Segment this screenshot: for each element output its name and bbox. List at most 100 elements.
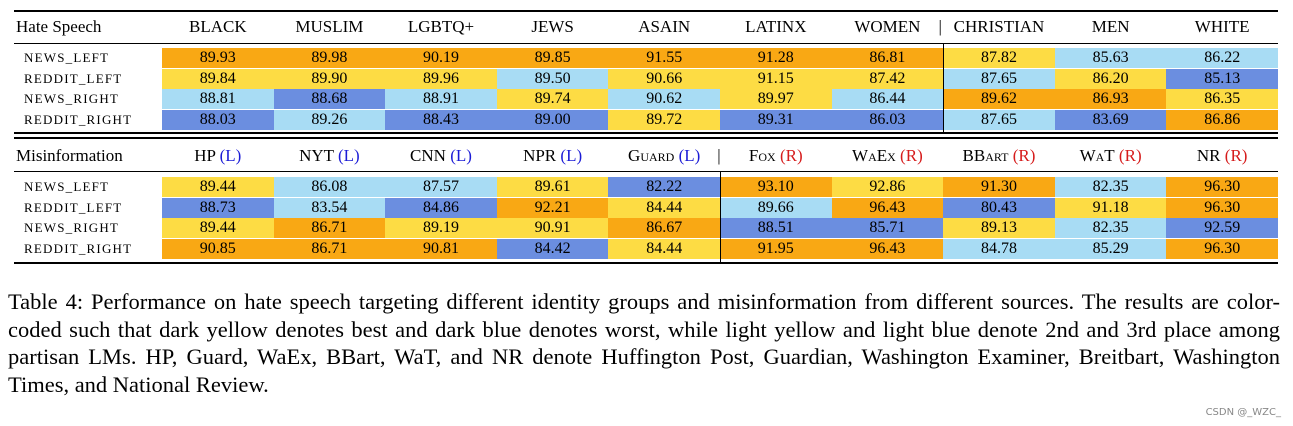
value-cell: 93.10 — [720, 177, 832, 197]
value-cell: 92.21 — [496, 197, 609, 218]
misinfo-table-row: NEWS_LEFT 89.44 86.08 87.57 89.61 82.22 93.10 9… — [14, 177, 1278, 197]
value-cell: 96.30 — [1166, 238, 1278, 259]
mid-rule-2 — [14, 137, 1278, 139]
hate-col-header: MUSLIM — [295, 17, 364, 36]
row-label: REDDIT_LEFT — [24, 199, 123, 215]
value-cell: 96.43 — [831, 238, 944, 259]
source-name: CNN — [410, 146, 446, 165]
group-separator — [720, 172, 721, 262]
source-lean: (R) — [895, 146, 923, 165]
source-lean: (R) — [775, 146, 803, 165]
misinfo-table-row: REDDIT_RIGHT 90.85 86.71 90.81 84.42 84.44 91.… — [14, 238, 1278, 259]
value-cell: 89.31 — [720, 109, 832, 130]
hate-table-row: REDDIT_RIGHT 88.03 89.26 88.43 89.00 89.72 89.… — [14, 109, 1278, 130]
value-cell: 87.82 — [943, 48, 1055, 68]
value-cell: 84.44 — [608, 197, 720, 218]
hate-table-row: NEWS_RIGHT 88.81 88.68 88.91 89.74 90.62 89.97… — [14, 89, 1278, 109]
value-cell: 92.59 — [1166, 218, 1278, 238]
value-cell: 91.28 — [720, 48, 832, 68]
row-label: REDDIT_LEFT — [24, 70, 123, 86]
source-lean: (L) — [556, 146, 583, 165]
value-cell: 89.84 — [162, 68, 274, 89]
hate-col-header: LGBTQ+ — [407, 17, 475, 36]
hate-col-header: WOMEN — [854, 17, 921, 36]
hate-col-header: ASAIN — [638, 17, 691, 36]
hate-col-header: MEN — [1091, 17, 1130, 36]
misinfo-table-row: NEWS_RIGHT 89.44 86.71 89.19 90.91 86.67 88.51… — [14, 218, 1278, 238]
results-table: Hate Speech BLACK MUSLIM LGBTQ+ JEWS ASAIN LA… — [14, 10, 1278, 272]
value-cell: 85.63 — [1054, 48, 1167, 68]
misinformation-title: Misinformation — [16, 146, 123, 165]
value-cell: 89.74 — [496, 89, 609, 109]
row-label: NEWS_LEFT — [24, 50, 110, 65]
value-cell: 84.86 — [385, 197, 497, 218]
value-cell: 89.13 — [943, 218, 1055, 238]
source-name: HP — [194, 146, 216, 165]
value-cell: 91.95 — [720, 238, 832, 259]
value-cell: 86.35 — [1166, 89, 1278, 109]
source-lean: (R) — [1008, 146, 1036, 165]
value-cell: 82.35 — [1054, 177, 1167, 197]
hate-col-header: CHRISTIAN — [953, 17, 1045, 36]
source-name: NPR — [523, 146, 557, 165]
value-cell: 89.19 — [385, 218, 497, 238]
value-cell: 86.08 — [273, 177, 386, 197]
value-cell: 89.00 — [496, 109, 609, 130]
source-lean: (L) — [333, 146, 360, 165]
hate-col-header: WHITE — [1194, 17, 1250, 36]
value-cell: 86.71 — [273, 238, 386, 259]
value-cell: 89.26 — [273, 109, 386, 130]
misinfo-col-header: WaT (R) — [1055, 144, 1167, 168]
misinfo-col-header: WaEx (R) — [832, 144, 944, 168]
hate-col-header: JEWS — [531, 17, 574, 36]
hate-col-header: BLACK — [188, 17, 247, 36]
hate-table-row: NEWS_LEFT 89.93 89.98 90.19 89.85 91.55 91.28 8… — [14, 48, 1278, 68]
source-name: Fox — [748, 146, 776, 165]
row-label: REDDIT_RIGHT — [24, 240, 133, 256]
value-cell: 82.22 — [608, 177, 720, 197]
group-separator — [943, 44, 945, 132]
value-cell: 88.68 — [273, 89, 386, 109]
value-cell: 88.51 — [720, 218, 832, 238]
top-rule — [14, 10, 1278, 12]
value-cell: 80.43 — [943, 197, 1055, 218]
value-cell: 86.20 — [1054, 68, 1167, 89]
value-cell: 86.86 — [1166, 109, 1278, 130]
row-label: NEWS_RIGHT — [24, 91, 120, 106]
hate-header-rule — [14, 43, 1278, 44]
value-cell: 90.66 — [608, 68, 720, 89]
value-cell: 90.19 — [385, 48, 497, 68]
misinfo-col-header: CNN (L) — [385, 144, 497, 168]
source-name: NR — [1196, 146, 1221, 165]
value-cell: 91.18 — [1054, 197, 1167, 218]
hate-header-separator: | — [938, 17, 942, 36]
value-cell: 88.73 — [162, 197, 274, 218]
source-name: WaEx — [852, 146, 896, 165]
source-lean: (R) — [1220, 146, 1248, 165]
value-cell: 86.71 — [273, 218, 386, 238]
value-cell: 87.42 — [831, 68, 944, 89]
value-cell: 88.91 — [385, 89, 497, 109]
misinfo-header-rule — [14, 171, 1278, 172]
table-caption: Table 4: Performance on hate speech targ… — [8, 289, 1280, 397]
hate-table-row: REDDIT_LEFT 89.84 89.90 89.96 89.50 90.66 91.1… — [14, 68, 1278, 89]
misinfo-col-header: NPR (L) — [497, 144, 609, 168]
value-cell: 88.81 — [162, 89, 274, 109]
value-cell: 84.42 — [496, 238, 609, 259]
value-cell: 89.90 — [273, 68, 386, 89]
hate-speech-header: Hate Speech BLACK MUSLIM LGBTQ+ JEWS ASAIN LA… — [14, 15, 1278, 39]
watermark: CSDN @_WZC_ — [1205, 407, 1281, 418]
value-cell: 86.22 — [1166, 48, 1278, 68]
misinfo-col-header: NYT (L) — [274, 144, 386, 168]
value-cell: 88.03 — [162, 109, 274, 130]
misinfo-col-header: Fox (R) — [720, 144, 832, 168]
misinfo-col-header: HP (L) — [162, 144, 274, 168]
hate-speech-title: Hate Speech — [16, 17, 102, 36]
value-cell: 86.93 — [1054, 89, 1167, 109]
value-cell: 89.72 — [608, 109, 720, 130]
value-cell: 90.91 — [496, 218, 609, 238]
misinfo-header-separator: | — [717, 146, 721, 165]
value-cell: 87.65 — [943, 109, 1055, 130]
source-name: BBart — [962, 146, 1009, 165]
value-cell: 90.62 — [608, 89, 720, 109]
